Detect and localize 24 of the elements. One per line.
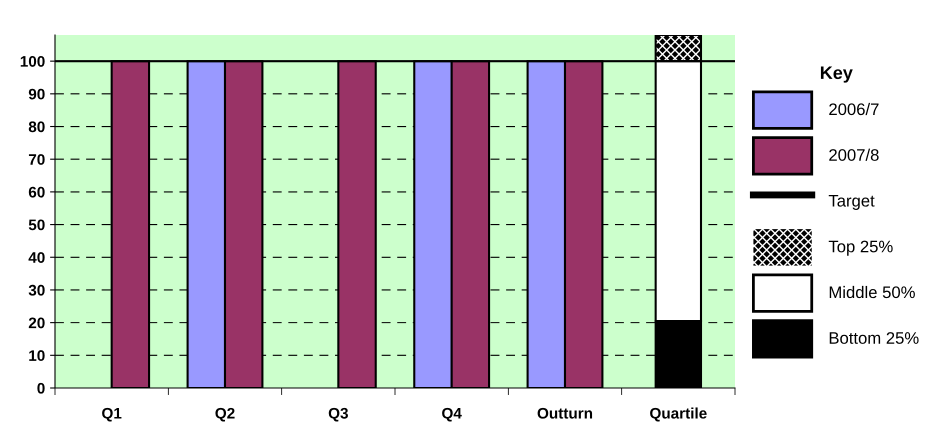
y-tick-label: 0 bbox=[37, 382, 45, 394]
x-tick-label: Quartile bbox=[650, 407, 707, 422]
legend-label: 2006/7 bbox=[829, 102, 879, 116]
x-tick-label: Q2 bbox=[215, 408, 235, 422]
x-tick-label: Q4 bbox=[442, 408, 462, 422]
legend-title: Key bbox=[820, 66, 853, 83]
y-tick-label: 90 bbox=[28, 88, 45, 100]
y-tick-label: 50 bbox=[28, 219, 45, 230]
x-tick-label: Q1 bbox=[102, 408, 122, 422]
y-tick-label: 70 bbox=[28, 154, 45, 165]
y-tick-label: 80 bbox=[28, 121, 45, 132]
legend-label: Middle 50% bbox=[830, 286, 915, 298]
y-tick-label: 10 bbox=[29, 350, 45, 361]
y-tick-label: 100 bbox=[20, 56, 45, 67]
legend-label: 2007/8 bbox=[829, 148, 879, 161]
y-tick-label: 60 bbox=[28, 186, 45, 198]
legend-label: Bottom 25% bbox=[830, 332, 919, 344]
legend-label: Target bbox=[828, 195, 875, 210]
y-tick-label: 40 bbox=[28, 252, 45, 263]
x-tick-label: Outturn bbox=[538, 408, 592, 419]
legend-label: Top 25% bbox=[828, 240, 893, 256]
x-tick-label: Q3 bbox=[328, 408, 348, 422]
y-tick-label: 30 bbox=[28, 284, 45, 296]
y-tick-label: 20 bbox=[28, 317, 45, 328]
